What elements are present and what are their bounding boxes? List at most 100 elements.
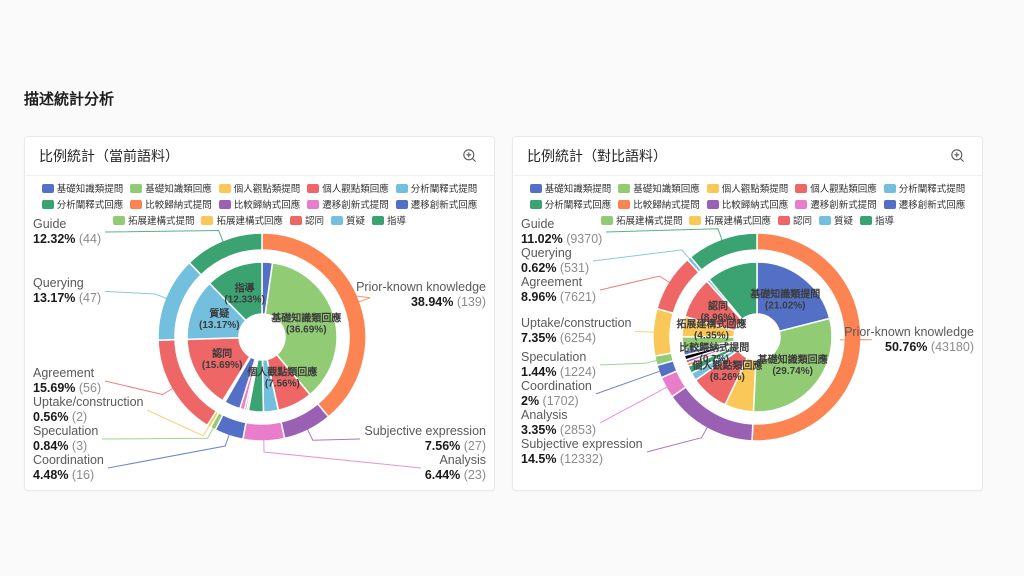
legend-item[interactable]: 遷移創新式提問 bbox=[795, 197, 877, 211]
callout-line bbox=[351, 294, 371, 303]
callout-value: 1.44% (1224) bbox=[521, 364, 597, 379]
cards-row: 比例統計（當前語料） 基礎知識類提問 基礎知識類回應 個人觀點類提問 個人觀點類回應分… bbox=[24, 136, 1000, 491]
legend-label: 拓展建構式回應 bbox=[704, 216, 771, 227]
legend-item[interactable]: 分析闡釋式回應 bbox=[41, 197, 123, 211]
callout-line bbox=[592, 249, 691, 262]
legend-item[interactable]: 個人觀點類回應 bbox=[795, 181, 877, 195]
inner-slice-label: 基礎知識類回應(29.74%) bbox=[757, 353, 828, 377]
legend-item[interactable]: 認同 bbox=[777, 213, 812, 227]
callout-label: Querying 13.17% (47) bbox=[33, 276, 101, 306]
legend-item[interactable]: 個人觀點類提問 bbox=[218, 181, 300, 195]
legend-marker bbox=[395, 199, 408, 209]
legend-label: 比較歸納式回應 bbox=[721, 200, 789, 211]
legend-item[interactable]: 認同 bbox=[289, 213, 324, 227]
zoom-in-icon bbox=[951, 149, 964, 162]
legend-item[interactable]: 分析闡釋式回應 bbox=[529, 197, 611, 211]
callout-category: Uptake/construction bbox=[521, 316, 632, 331]
inner-slice[interactable] bbox=[186, 336, 251, 402]
legend-label: 遷移創新式回應 bbox=[898, 200, 966, 211]
callout-value: 0.84% (3) bbox=[33, 439, 88, 453]
legend-marker bbox=[201, 215, 214, 225]
inner-slice[interactable] bbox=[756, 261, 831, 333]
legend-item[interactable]: 指導 bbox=[860, 213, 894, 227]
legend-item[interactable]: 拓展建構式回應 bbox=[689, 213, 771, 227]
outer-slice[interactable] bbox=[280, 402, 330, 440]
legend-item[interactable]: 比較歸納式回應 bbox=[218, 197, 300, 211]
outer-slice[interactable] bbox=[652, 307, 675, 358]
legend-item[interactable]: 基礎知識類回應 bbox=[130, 181, 212, 195]
callout-label: Subjective expression 7.56% (27) bbox=[364, 424, 486, 454]
legend-label: 拓展建構式回應 bbox=[216, 216, 283, 227]
callout-label: Uptake/construction 0.56% (2) bbox=[33, 395, 143, 425]
callout-category: Prior-known knowledge bbox=[356, 280, 486, 295]
legend-item[interactable]: 個人觀點類提問 bbox=[706, 181, 789, 195]
legend-item[interactable]: 遷移創新式回應 bbox=[395, 197, 477, 211]
legend-item[interactable]: 遷移創新式回應 bbox=[883, 197, 966, 211]
legend-item[interactable]: 指導 bbox=[372, 213, 406, 227]
panel-title: 比例統計（當前語料） bbox=[39, 148, 179, 164]
callout-value: 6.44% (23) bbox=[424, 468, 486, 482]
callout-category: Subjective expression bbox=[521, 436, 643, 451]
legend-marker bbox=[706, 199, 719, 209]
inner-slice-label: 個人觀點類回應(8.26%) bbox=[691, 359, 762, 383]
zoom-in-button[interactable] bbox=[460, 146, 480, 166]
legend-item[interactable]: 拓展建構式提問 bbox=[600, 213, 682, 227]
legend-item[interactable]: 比較歸納式提問 bbox=[618, 197, 700, 211]
callout-category: Analysis bbox=[521, 407, 568, 422]
legend-label: 個人觀點類提問 bbox=[721, 184, 789, 195]
legend-item[interactable]: 比較歸納式提問 bbox=[130, 197, 212, 211]
legend-label: 比較歸納式提問 bbox=[145, 200, 212, 211]
callout-value: 0.62% (531) bbox=[521, 261, 590, 275]
callout-category: Guide bbox=[521, 217, 555, 231]
legend-label: 指導 bbox=[387, 216, 407, 227]
legend-item[interactable]: 比較歸納式回應 bbox=[706, 197, 789, 211]
inner-slice[interactable] bbox=[208, 261, 263, 322]
legend-item[interactable]: 拓展建構式提問 bbox=[112, 213, 194, 227]
panel-title: 比例統計（對比語料） bbox=[527, 148, 667, 164]
inner-slice[interactable] bbox=[752, 317, 833, 413]
legend-marker bbox=[331, 215, 343, 225]
legend-item[interactable]: 基礎知識類提問 bbox=[529, 181, 611, 195]
outer-slice[interactable] bbox=[689, 232, 758, 272]
callout-category: Coordination bbox=[521, 378, 592, 393]
legend-marker bbox=[218, 199, 231, 209]
legend-item[interactable]: 分析闡釋式提問 bbox=[883, 181, 965, 195]
inner-slice-label: 質疑(13.17%) bbox=[199, 307, 240, 331]
callout-line bbox=[107, 434, 230, 469]
callout-line bbox=[104, 290, 167, 299]
legend-item[interactable]: 質疑 bbox=[819, 213, 853, 227]
callout-category: Subjective expression bbox=[364, 424, 486, 438]
legend-marker bbox=[395, 183, 408, 193]
panel-current-corpus: 比例統計（當前語料） 基礎知識類提問 基礎知識類回應 個人觀點類提問 個人觀點類回應分… bbox=[24, 136, 495, 491]
outer-slice[interactable] bbox=[242, 421, 286, 442]
legend-item[interactable]: 基礎知識類提問 bbox=[41, 181, 123, 195]
legend-marker bbox=[883, 183, 896, 193]
legend-item[interactable]: 拓展建構式回應 bbox=[201, 213, 283, 227]
callout-line bbox=[599, 386, 668, 424]
callout-category: Prior-known knowledge bbox=[844, 324, 974, 339]
callout-line bbox=[263, 439, 422, 469]
legend: 基礎知識類提問 基礎知識類回應 個人觀點類提問 個人觀點類回應 分析闡釋式提問分析闡釋式… bbox=[513, 176, 982, 227]
inner-slice-label: 指導(12.33%) bbox=[224, 281, 265, 305]
inner-slice-label: 基礎知識類回應(36.69%) bbox=[270, 311, 341, 335]
inner-slice[interactable] bbox=[708, 261, 758, 321]
legend-item[interactable]: 質疑 bbox=[331, 213, 365, 227]
legend-item[interactable]: 個人觀點類回應 bbox=[307, 181, 389, 195]
callout-label: Guide 12.32% (44) bbox=[33, 217, 101, 247]
zoom-in-button[interactable] bbox=[948, 146, 968, 166]
legend-item[interactable]: 遷移創新式提問 bbox=[307, 197, 389, 211]
legend-marker bbox=[307, 199, 320, 209]
legend-item[interactable]: 分析闡釋式提問 bbox=[395, 181, 477, 195]
callout-line bbox=[599, 275, 670, 291]
zoom-in-icon bbox=[463, 149, 476, 162]
legend-marker bbox=[777, 215, 790, 225]
outer-slice[interactable] bbox=[188, 232, 263, 276]
legend-item[interactable]: 基礎知識類回應 bbox=[618, 181, 700, 195]
callout-category: Speculation bbox=[521, 349, 587, 364]
chart: 基礎知識類回應(36.69%) 個人觀點類回應(7.56%) 認同(15.69%) 質… bbox=[25, 216, 494, 484]
legend-label: 基礎知識類回應 bbox=[145, 184, 212, 195]
legend-marker bbox=[112, 215, 125, 225]
legend-marker bbox=[289, 215, 302, 225]
legend-marker bbox=[529, 183, 542, 193]
callout-value: 12.32% (44) bbox=[33, 232, 102, 246]
